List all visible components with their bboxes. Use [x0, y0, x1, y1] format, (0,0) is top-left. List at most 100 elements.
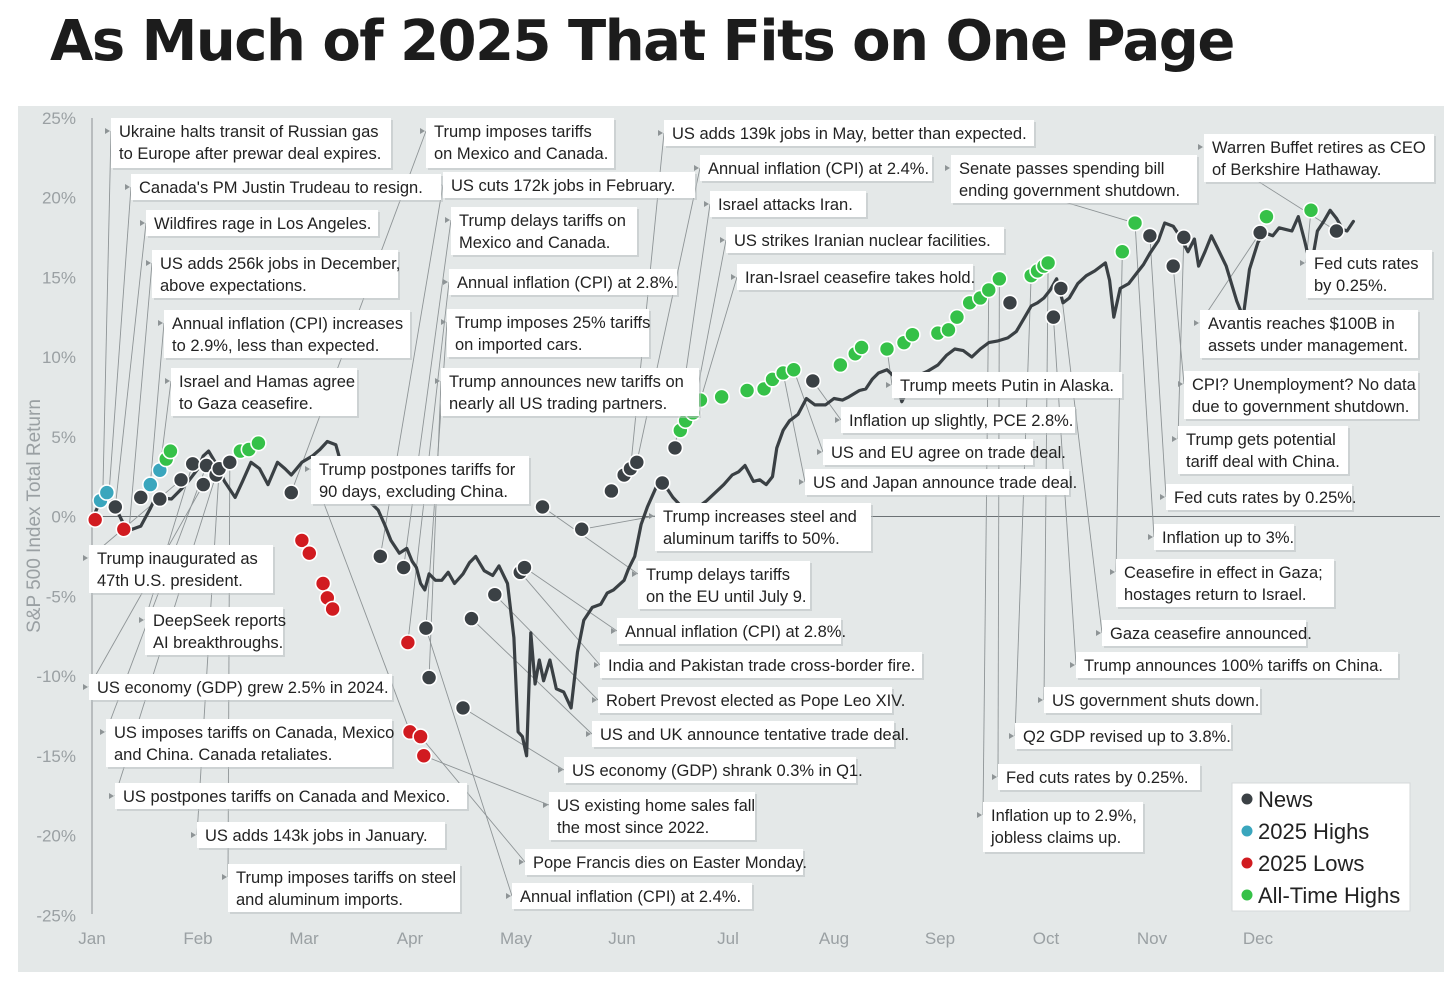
connector-arrow: [83, 684, 88, 690]
annotations: Ukraine halts transit of Russian gas to E…: [89, 118, 1436, 914]
annotation: Canada's PM Justin Trudeau to resign.: [131, 174, 443, 202]
annotation-box: [164, 310, 410, 358]
annotation-text: above expectations.: [160, 277, 307, 295]
connector-arrow: [592, 697, 597, 703]
annotation-text: Fed cuts rates by 0.25%.: [1174, 489, 1357, 507]
annotation-box: [737, 264, 973, 290]
connector-arrow: [658, 130, 663, 136]
annotation-box: [171, 368, 357, 416]
y-tick-label: 5%: [51, 428, 76, 447]
marker-ath: [991, 270, 1008, 288]
connector-arrow: [632, 571, 637, 577]
connector-arrow: [1038, 697, 1043, 703]
annotation-box: [549, 792, 755, 840]
connector-line: [423, 755, 550, 806]
annotation-box: [617, 618, 841, 644]
marker-news: [1045, 308, 1062, 326]
connector-arrow: [146, 260, 151, 266]
y-tick-label: -5%: [46, 587, 76, 606]
annotation-text: Inflation up to 2.9%,: [991, 807, 1137, 825]
connector-arrow: [835, 417, 840, 423]
connector-line: [420, 736, 526, 863]
marker-ath: [853, 339, 870, 356]
x-tick-label: Mar: [289, 929, 319, 948]
annotation-text: Israel and Hamas agree: [179, 373, 355, 391]
legend-label: All-Time Highs: [1258, 883, 1400, 908]
y-axis-title: S&P 500 Index Total Return: [24, 399, 45, 633]
connector-arrow: [886, 382, 891, 388]
connector-arrow: [519, 859, 524, 865]
annotation-text: Trump imposes 25% tariffs: [455, 314, 650, 332]
annotation-text: Canada's PM Justin Trudeau to resign.: [139, 179, 423, 197]
connector-arrow: [1148, 534, 1153, 540]
annotation: US government shuts down.: [1044, 687, 1262, 715]
x-tick-label: Apr: [397, 929, 424, 948]
annotation-text: Fed cuts rates by 0.25%.: [1006, 769, 1189, 787]
annotation-text: Trump announces new tariffs on: [449, 373, 684, 391]
annotation-text: Trump delays tariffs: [646, 566, 790, 584]
marker-news: [1164, 257, 1182, 275]
annotation: Trump announces 100% tariffs on China.: [1076, 652, 1400, 680]
y-tick-label: 10%: [42, 348, 76, 367]
annotation-text: Inflation up to 3%.: [1162, 529, 1294, 547]
annotation: US strikes Iranian nuclear facilities.: [726, 227, 1006, 255]
connector-arrow: [720, 237, 725, 243]
annotation-box: [710, 191, 866, 217]
annotation-box: [600, 652, 922, 678]
connector-arrow: [445, 217, 450, 223]
annotation-box: [664, 120, 1034, 146]
annotation: US economy (GDP) grew 2.5% in 2024.: [89, 674, 394, 702]
marker-news: [573, 520, 591, 538]
annotation-text: Annual inflation (CPI) at 2.4%.: [520, 888, 741, 906]
connector-arrow: [586, 731, 591, 737]
annotation: Trump imposes tariffs on Mexico and Canad…: [426, 118, 616, 170]
annotation: US existing home sales fall the most sinc…: [549, 792, 757, 842]
annotation-box: [1306, 250, 1432, 298]
annotation: DeepSeek reports AI breakthroughs.: [145, 607, 286, 657]
marker-news: [516, 559, 533, 576]
marker-ath: [948, 308, 966, 326]
annotation-box: [1154, 524, 1294, 550]
connector-arrow: [165, 378, 170, 384]
annotation-text: US and Japan announce trade deal.: [813, 474, 1077, 492]
annotation: Annual inflation (CPI) at 2.8%.: [617, 618, 846, 646]
connector-arrow: [191, 832, 196, 838]
x-tick-label: Dec: [1243, 929, 1274, 948]
annotation-text: CPI? Unemployment? No data: [1192, 376, 1417, 394]
marker-news: [184, 455, 201, 473]
marker-news: [151, 490, 169, 508]
marker-news: [107, 498, 124, 516]
x-tick-label: May: [500, 929, 533, 948]
annotation: Fed cuts rates by 0.25%.: [1166, 484, 1357, 512]
annotation: Inflation up slightly, PCE 2.8%.: [841, 407, 1077, 435]
annotation-text: assets under management.: [1208, 337, 1408, 355]
sp500-line: [90, 208, 1356, 758]
annotation-box: [805, 469, 1069, 495]
marker-news: [628, 453, 646, 471]
connector-arrow: [420, 128, 425, 134]
annotation-text: AI breakthroughs.: [153, 634, 283, 652]
annotation-text: jobless claims up.: [990, 829, 1121, 847]
annotation-text: US existing home sales fall: [557, 797, 755, 815]
annotation-box: [951, 155, 1197, 203]
legend: News 2025 Highs 2025 Lows All-Time Highs: [1231, 782, 1411, 912]
annotation: Annual inflation (CPI) at 2.4%.: [512, 883, 754, 911]
annotation: Robert Prevost elected as Pope Leo XIV.: [598, 687, 905, 715]
annotation: US and EU agree on trade deal.: [823, 439, 1066, 467]
connector-line: [793, 369, 824, 453]
marker-news: [282, 484, 300, 501]
annotation-text: US and UK announce tentative trade deal.: [600, 726, 909, 744]
marker-news: [1328, 222, 1345, 240]
annotation-text: US adds 143k jobs in January.: [205, 827, 428, 845]
annotation-text: Trump announces 100% tariffs on China.: [1084, 657, 1383, 675]
annotation-text: US cuts 172k jobs in February.: [451, 177, 675, 195]
annotation: Annual inflation (CPI) at 2.8%.: [449, 269, 679, 297]
x-tick-label: Jan: [78, 929, 105, 948]
annotation-text: Robert Prevost elected as Pope Leo XIV.: [606, 692, 905, 710]
annotation-box: [1184, 371, 1418, 419]
annotation: Trump delays tariffs on Mexico and Canada…: [451, 207, 639, 257]
annotation: US postpones tariffs on Canada and Mexic…: [115, 783, 469, 811]
annotation-text: Annual inflation (CPI) at 2.8%.: [625, 623, 846, 641]
annotation-box: [700, 155, 932, 181]
connector-line: [1149, 235, 1167, 498]
